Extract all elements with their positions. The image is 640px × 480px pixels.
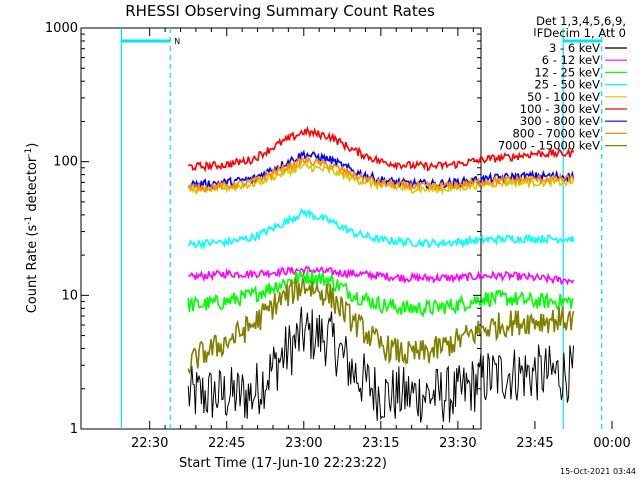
legend-entry-label: 100 - 300 keV <box>520 102 600 116</box>
legend-entry-label: 12 - 25 keV <box>534 65 600 79</box>
x-tick-label: 23:15 <box>362 436 399 451</box>
series-line-0 <box>187 306 574 423</box>
series-line-8 <box>187 277 575 375</box>
x-tick-label: 23:30 <box>439 436 476 451</box>
x-tick-label: 23:45 <box>516 436 553 451</box>
series-line-2 <box>187 269 574 318</box>
x-tick-label: 22:45 <box>208 436 245 451</box>
y-tick-label: 1000 <box>45 21 78 36</box>
legend-entry-label: 50 - 100 keV <box>527 90 600 104</box>
legend-entry-label: 25 - 50 keV <box>534 78 600 92</box>
plot-frame <box>80 27 482 430</box>
y-label-part-2: detector <box>25 156 40 216</box>
legend-entry-label: 800 - 7000 keV <box>512 126 600 140</box>
series-line-3 <box>188 208 575 251</box>
chart-title: RHESSI Observing Summary Count Rates <box>125 2 435 20</box>
legend-header-line: Det 1,3,4,5,6,9, <box>536 14 626 28</box>
series-line-7 <box>187 155 575 193</box>
y-label-sup-2: -1 <box>24 148 34 157</box>
y-axis-ticks: 1 10 100 1000 <box>45 21 481 437</box>
legend-entry-label: 7000 - 15000 keV <box>498 139 600 153</box>
x-tick-label: 23:00 <box>285 436 322 451</box>
y-tick-label: 1 <box>70 422 78 437</box>
y-tick-label: 100 <box>53 155 78 170</box>
x-axis-ticks: 22:30 22:45 23:00 23:15 23:30 23:45 00:00 <box>131 28 631 451</box>
x-tick-label: 22:30 <box>131 436 168 451</box>
y-axis-label: Count Rate (s-1 detector-1) <box>24 143 40 314</box>
attenuator-markers: N <box>120 28 603 429</box>
y-label-part-1: Count Rate (s <box>25 225 40 314</box>
generation-timestamp: 15-Oct-2021 03:44 <box>560 467 636 476</box>
series-line-5 <box>188 125 575 173</box>
legend-header-line: FDecim 1, Att 0 <box>537 26 626 40</box>
series-line-1 <box>188 265 575 286</box>
x-tick-label: 00:00 <box>593 436 630 451</box>
series-lines <box>187 125 575 423</box>
legend-entry-label: 3 - 6 keV <box>549 41 600 55</box>
x-axis-label: Start Time (17-Jun-10 22:23:22) <box>179 456 387 471</box>
legend: Det 1,3,4,5,6,9,FDecim 1, Att 03 - 6 keV… <box>498 14 627 153</box>
y-label-sup-1: -1 <box>24 216 34 225</box>
attenuator-label: N <box>174 37 180 46</box>
y-tick-label: 10 <box>61 288 78 303</box>
legend-entry-label: 300 - 800 keV <box>520 114 600 128</box>
y-label-part-3: ) <box>25 143 40 148</box>
legend-entry-label: 6 - 12 keV <box>542 53 600 67</box>
